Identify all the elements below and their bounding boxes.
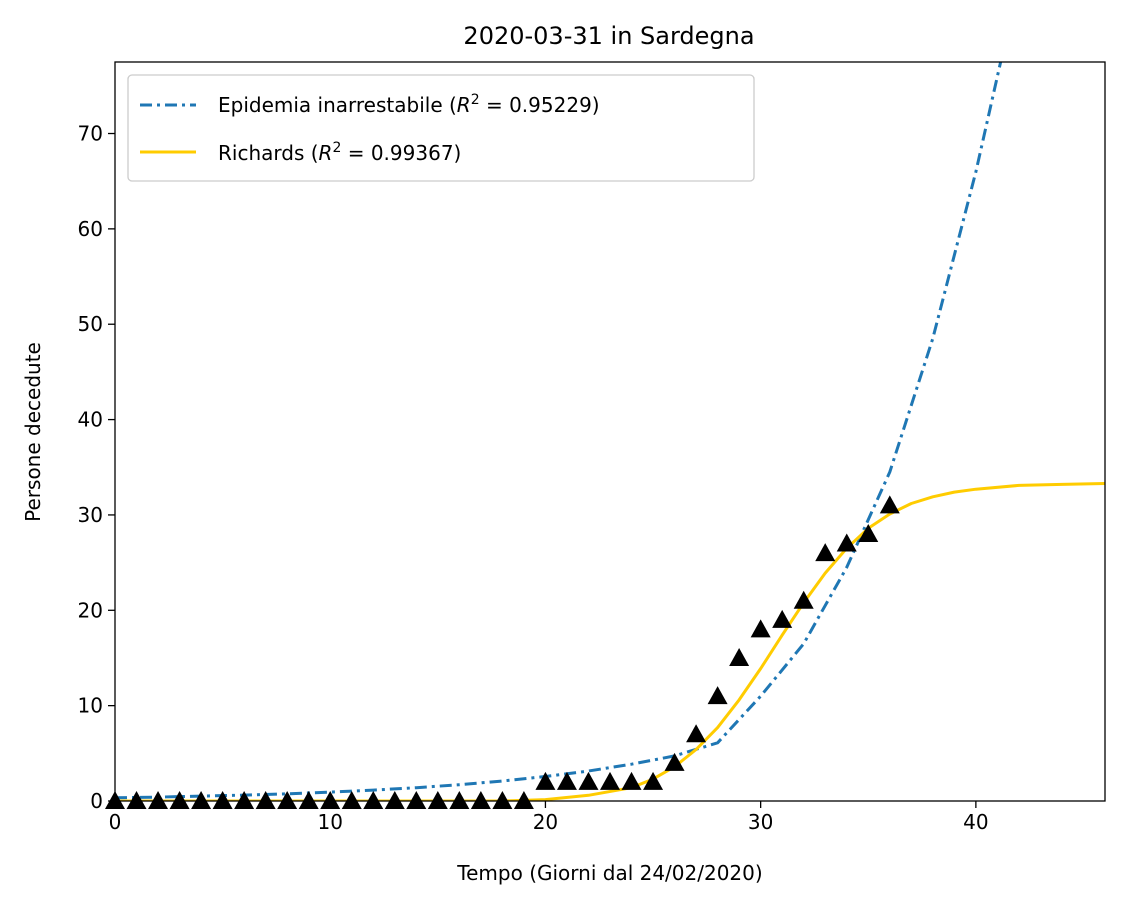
- data-point: [622, 772, 642, 790]
- data-point: [708, 686, 728, 704]
- data-point: [578, 772, 598, 790]
- x-tick-label: 0: [109, 810, 122, 834]
- chart-title: 2020-03-31 in Sardegna: [463, 22, 754, 50]
- legend: Epidemia inarrestabile (R2 = 0.95229) Ri…: [128, 75, 754, 181]
- y-tick-label: 60: [78, 217, 103, 241]
- data-point: [686, 724, 706, 742]
- y-tick-label: 20: [78, 598, 103, 622]
- y-axis: 0 10 20 30 40 50 60 70: [78, 122, 115, 813]
- data-point: [535, 772, 555, 790]
- x-tick-label: 30: [748, 810, 773, 834]
- data-point: [880, 495, 900, 513]
- data-point: [772, 610, 792, 628]
- y-tick-label: 0: [90, 789, 103, 813]
- y-tick-label: 50: [78, 312, 103, 336]
- y-tick-label: 70: [78, 122, 103, 146]
- y-tick-label: 40: [78, 408, 103, 432]
- data-point: [557, 772, 577, 790]
- x-tick-label: 20: [533, 810, 558, 834]
- legend-label-epidemia: Epidemia inarrestabile (R2 = 0.95229): [218, 92, 600, 117]
- legend-box: [128, 75, 754, 181]
- y-tick-label: 30: [78, 503, 103, 527]
- y-tick-label: 10: [78, 694, 103, 718]
- data-point: [815, 543, 835, 561]
- marker-layer: [105, 495, 900, 809]
- x-tick-label: 40: [963, 810, 988, 834]
- data-point: [729, 648, 749, 666]
- data-point: [600, 772, 620, 790]
- series-line-1: [115, 484, 1105, 802]
- x-axis-label: Tempo (Giorni dal 24/02/2020): [456, 861, 762, 885]
- y-axis-label: Persone decedute: [21, 342, 45, 522]
- data-point: [751, 619, 771, 637]
- x-tick-label: 10: [317, 810, 342, 834]
